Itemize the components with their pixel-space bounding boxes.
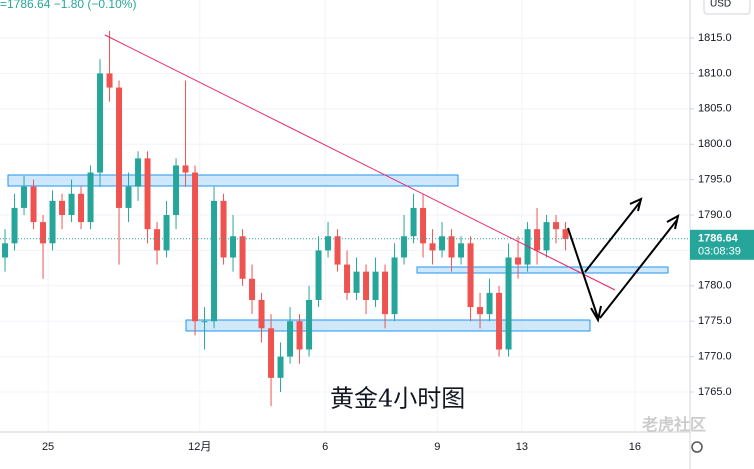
candle-body: [391, 257, 398, 315]
candle-body: [448, 236, 455, 258]
candle-body: [553, 222, 560, 230]
candle-body: [144, 158, 151, 230]
y-tick-label: 1815.0: [698, 32, 732, 44]
axes: 1765.01770.01775.01780.01785.01790.01795…: [42, 32, 754, 453]
candle-body: [372, 271, 379, 300]
y-tick-label: 1775.0: [698, 315, 732, 327]
candle-body: [40, 222, 47, 244]
x-tick-label: 6: [322, 441, 328, 453]
y-tick-label: 1800.0: [698, 138, 732, 150]
candle-body: [192, 172, 199, 322]
candle-body: [21, 186, 28, 208]
candle-body: [353, 271, 360, 293]
candle-body: [239, 236, 246, 279]
arrow: [567, 227, 602, 323]
candle-body: [268, 328, 275, 378]
candle-body: [410, 207, 417, 237]
candle-body: [467, 243, 474, 308]
candle-body: [429, 243, 436, 251]
y-tick-label: 1765.0: [698, 386, 732, 398]
arrows: [567, 197, 680, 323]
candle-body: [125, 186, 132, 208]
candle-body: [344, 264, 351, 293]
zone-box: [416, 266, 669, 274]
x-tick-label: 12月: [188, 441, 211, 453]
x-tick-label: 9: [434, 441, 440, 453]
candle-body: [315, 250, 322, 300]
candle-body: [87, 172, 94, 223]
zones: [7, 174, 669, 332]
x-tick-label: 16: [629, 441, 641, 453]
candle-body: [49, 200, 56, 244]
candle-body: [154, 229, 161, 251]
candle-body: [296, 321, 303, 350]
candle-body: [363, 271, 370, 300]
candle-body: [211, 200, 218, 322]
header-quote: =1786.64 −1.80 (−0.10%): [0, 0, 136, 11]
arrow: [584, 197, 643, 273]
candle-body: [420, 207, 427, 244]
y-tick-label: 1790.0: [698, 209, 732, 221]
candle-body: [2, 243, 9, 258]
candle-body: [78, 193, 85, 223]
y-tick-label: 1770.0: [698, 351, 732, 363]
candles: [0, 30, 690, 407]
candle-body: [135, 158, 142, 187]
x-tick-label: 25: [42, 441, 54, 453]
candle-body: [249, 278, 256, 300]
candle-body: [68, 193, 75, 216]
candle-body: [562, 229, 569, 239]
candle-body: [543, 222, 550, 251]
candle-body: [325, 236, 332, 251]
zone-box: [185, 319, 591, 332]
candle-body: [439, 236, 446, 251]
annotation: 黄金4小时图: [330, 385, 465, 413]
candle-body: [524, 229, 531, 265]
candle-body: [277, 356, 284, 378]
candle-body: [30, 186, 37, 223]
grid: [0, 0, 690, 432]
arrow: [599, 214, 680, 319]
candle-body: [59, 200, 66, 216]
settings-icon[interactable]: [691, 441, 703, 453]
watermark: 老虎社区: [641, 415, 706, 434]
currency-button[interactable]: [703, 0, 751, 15]
y-tick-label: 1780.0: [698, 280, 732, 292]
candle-body: [515, 257, 522, 265]
candle-body: [382, 271, 389, 315]
currency[interactable]: USD: [710, 0, 731, 10]
candle-body: [401, 236, 408, 258]
zone-box: [7, 174, 459, 187]
x-tick-label: 13: [516, 441, 528, 453]
candle-body: [11, 207, 18, 244]
candle-body: [306, 299, 313, 350]
candle-body: [230, 236, 237, 258]
candle-body: [97, 73, 104, 173]
y-tick-label: 1805.0: [698, 103, 732, 115]
last-price-box: [690, 229, 754, 260]
candle-body: [505, 257, 512, 350]
candle-body: [163, 215, 170, 251]
candle-body: [258, 299, 265, 329]
y-tick-label: 1795.0: [698, 174, 732, 186]
candle-body: [458, 243, 465, 258]
candle-body: [106, 73, 113, 88]
candle-body: [477, 307, 484, 315]
candle-body: [220, 200, 227, 258]
candle-body: [116, 87, 123, 208]
candle-body: [534, 229, 541, 251]
candle-body: [182, 165, 189, 173]
candle-body: [486, 292, 493, 315]
countdown: 03:08:39: [698, 246, 741, 258]
y-tick-label: 1810.0: [698, 67, 732, 79]
trend-line: [104, 34, 616, 291]
candle-body: [287, 321, 294, 357]
candle-body: [201, 321, 208, 323]
last-price-label: 1786.64: [698, 233, 739, 245]
candle-body: [334, 236, 341, 265]
candle-body: [496, 292, 503, 350]
candle-body: [173, 165, 180, 216]
